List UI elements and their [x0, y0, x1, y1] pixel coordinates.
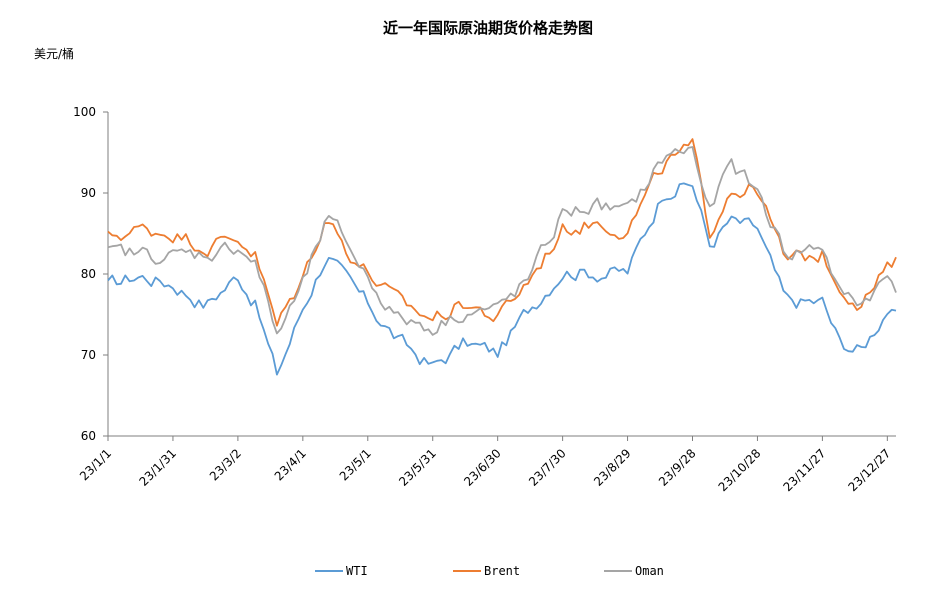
y-axis-unit-label: 美元/桶 [34, 46, 74, 61]
x-tick-label: 23/10/28 [716, 446, 764, 494]
x-tick-label: 23/12/27 [845, 446, 893, 494]
y-tick-label: 100 [73, 105, 96, 119]
x-tick-label: 23/1/31 [136, 446, 179, 489]
series-line-oman [107, 146, 897, 336]
legend-label-wti: WTI [346, 564, 368, 578]
y-tick-label: 60 [81, 429, 96, 443]
series-layer [107, 138, 897, 376]
y-tick-label: 70 [81, 348, 96, 362]
x-tick-label: 23/11/27 [781, 446, 829, 494]
x-tick-label: 23/7/30 [526, 446, 569, 489]
legend: WTI Brent Oman [315, 564, 664, 578]
axes: 60 70 80 90 100 23/1/1 23/1/31 23/3/2 23/4/1 23/5… [73, 105, 896, 494]
y-tick-label: 80 [81, 267, 96, 281]
x-tick-label: 23/3/2 [207, 446, 244, 483]
x-tick-label: 23/9/28 [656, 446, 699, 489]
x-tick-label: 23/1/1 [77, 446, 114, 483]
chart-title: 近一年国际原油期货价格走势图 [383, 19, 593, 37]
x-tick-label: 23/4/1 [272, 446, 309, 483]
legend-label-brent: Brent [484, 564, 520, 578]
y-tick-label: 90 [81, 186, 96, 200]
series-line-wti [107, 182, 897, 376]
legend-label-oman: Oman [635, 564, 664, 578]
x-tick-label: 23/8/29 [591, 446, 634, 489]
series-line-brent [107, 138, 897, 327]
x-tick-label: 23/5/31 [396, 446, 439, 489]
x-tick-label: 23/5/1 [337, 446, 374, 483]
x-tick-label: 23/6/30 [461, 446, 504, 489]
